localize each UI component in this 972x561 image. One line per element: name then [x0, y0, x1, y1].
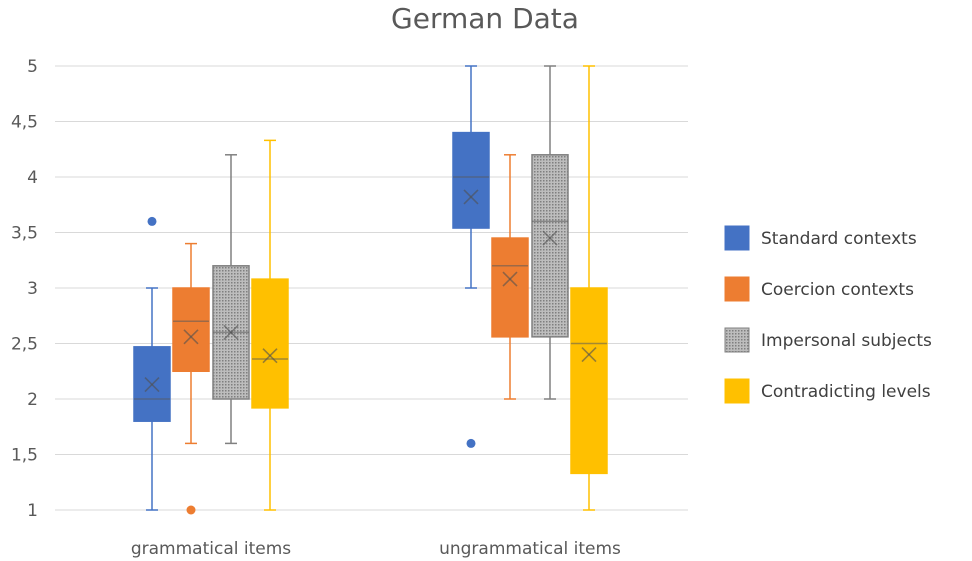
legend-swatch — [724, 225, 750, 251]
y-tick-label: 1,5 — [11, 446, 38, 466]
mean-marker — [502, 271, 518, 287]
mean-marker — [223, 324, 239, 340]
legend-swatch — [724, 276, 750, 302]
box-plot — [452, 65, 490, 448]
box-plot — [172, 242, 210, 515]
legend-swatch — [724, 378, 750, 404]
y-tick-label: 3,5 — [11, 224, 38, 244]
outlier-point — [466, 438, 476, 448]
legend-label: Standard contexts — [761, 229, 917, 249]
outlier-point — [147, 216, 157, 226]
box-iqr — [172, 287, 210, 372]
mean-marker — [581, 347, 597, 363]
box-iqr — [531, 154, 569, 338]
mean-marker — [144, 377, 160, 393]
y-tick-label: 2,5 — [11, 335, 38, 355]
x-category-label: grammatical items — [131, 539, 291, 559]
box-plot — [491, 154, 529, 400]
outlier-point — [186, 505, 196, 515]
y-tick-label: 1 — [27, 501, 38, 521]
mean-marker — [262, 348, 278, 364]
y-tick-label: 4 — [27, 168, 38, 188]
legend-label: Impersonal subjects — [761, 331, 932, 351]
box-plot — [133, 216, 171, 511]
legend-label: Coercion contexts — [761, 280, 914, 300]
mean-marker — [183, 329, 199, 345]
y-axis: 1 1,5 2 2,5 3 3,5 4 4,5 5 — [11, 57, 38, 521]
y-tick-label: 4,5 — [11, 113, 38, 133]
legend: Standard contexts Coercion contexts Impers… — [724, 225, 932, 404]
box-iqr — [570, 287, 608, 475]
legend-swatch — [724, 327, 750, 353]
box-plot — [212, 154, 250, 445]
legend-label: Contradicting levels — [761, 382, 931, 402]
chart-title: German Data — [391, 2, 579, 35]
box-series — [133, 65, 608, 515]
x-axis: grammatical items ungrammatical items — [131, 539, 621, 559]
box-plot — [531, 65, 569, 400]
box-iqr — [251, 278, 289, 409]
box-plot — [570, 65, 608, 511]
box-iqr — [452, 131, 490, 229]
x-category-label: ungrammatical items — [439, 539, 621, 559]
box-plot — [251, 139, 289, 511]
y-tick-label: 3 — [27, 279, 38, 299]
y-tick-label: 5 — [27, 57, 38, 77]
mean-marker — [542, 230, 558, 246]
box-iqr — [491, 237, 529, 338]
mean-marker — [463, 189, 479, 205]
y-tick-label: 2 — [27, 390, 38, 410]
